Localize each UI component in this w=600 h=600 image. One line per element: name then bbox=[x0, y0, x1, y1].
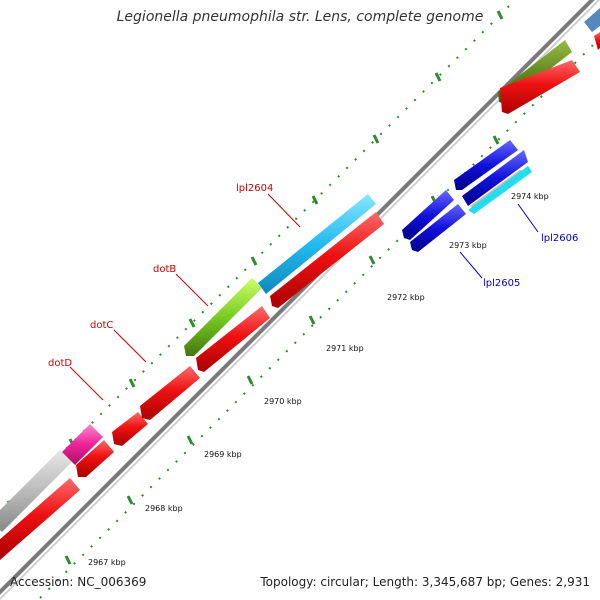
major-tick bbox=[368, 255, 376, 265]
tick-label-2967: 2967 kbp bbox=[88, 558, 126, 567]
gene-label-lpl2604: lpl2604 bbox=[236, 183, 273, 194]
feature-magenta bbox=[62, 424, 103, 465]
tick-labels: 2967 kbp 2968 kbp 2969 kbp 2970 kbp 2971… bbox=[88, 192, 549, 567]
label-leaders bbox=[69, 193, 539, 401]
major-tick bbox=[311, 195, 319, 205]
cds-red-7 bbox=[500, 60, 580, 114]
major-tick bbox=[492, 135, 500, 145]
cds-red-8 bbox=[594, 32, 600, 50]
cds-red-6 bbox=[270, 212, 384, 308]
tick-label-2972: 2972 kbp bbox=[387, 293, 425, 302]
tick-track-inner bbox=[39, 37, 600, 599]
major-tick bbox=[372, 134, 380, 144]
major-tick bbox=[188, 318, 196, 328]
major-tick bbox=[128, 378, 136, 388]
feature-gray-left bbox=[0, 450, 72, 532]
tick-label-2970: 2970 kbp bbox=[264, 397, 302, 406]
feature-dotB bbox=[184, 278, 262, 356]
tick-label-2973: 2973 kbp bbox=[449, 241, 487, 250]
feature-lpl2605-band bbox=[462, 150, 532, 214]
genome-summary-text: Topology: circular; Length: 3,345,687 bp… bbox=[260, 575, 590, 589]
gene-label-lpl2606: lpl2606 bbox=[541, 233, 578, 244]
tick-label-2969: 2969 kbp bbox=[204, 450, 242, 459]
gene-label-dotC: dotC bbox=[90, 320, 113, 331]
tick-label-2971: 2971 kbp bbox=[326, 344, 364, 353]
major-tick bbox=[496, 10, 504, 20]
feature-lpl2604 bbox=[258, 194, 376, 294]
accession-text: Accession: NC_006369 bbox=[10, 575, 147, 589]
cds-red-5 bbox=[196, 306, 270, 372]
cds-red-1 bbox=[0, 478, 80, 560]
cds-red-4 bbox=[140, 366, 200, 420]
major-tick bbox=[186, 435, 194, 445]
major-tick bbox=[126, 495, 134, 505]
cds-red-2 bbox=[76, 440, 114, 477]
cds-red-3 bbox=[112, 412, 148, 446]
feature-blue-2 bbox=[410, 204, 466, 252]
major-tick bbox=[64, 555, 72, 565]
feature-blue-1 bbox=[402, 190, 454, 240]
major-tick bbox=[246, 375, 254, 385]
major-tick bbox=[308, 315, 316, 325]
tick-label-2968: 2968 kbp bbox=[145, 504, 183, 513]
feature-steelblue bbox=[584, 8, 600, 32]
gene-label-dotB: dotB bbox=[153, 264, 176, 275]
major-tick bbox=[434, 72, 442, 82]
gene-labels: dotD dotC dotB lpl2604 lpl2605 lpl2606 bbox=[48, 183, 578, 369]
major-tick bbox=[250, 256, 258, 266]
map-title: Legionella pneumophila str. Lens, comple… bbox=[116, 9, 484, 25]
tick-label-2974: 2974 kbp bbox=[511, 192, 549, 201]
gene-label-dotD: dotD bbox=[48, 358, 72, 369]
gene-label-lpl2605: lpl2605 bbox=[483, 278, 520, 289]
feature-lpl2606-upper bbox=[454, 140, 518, 190]
